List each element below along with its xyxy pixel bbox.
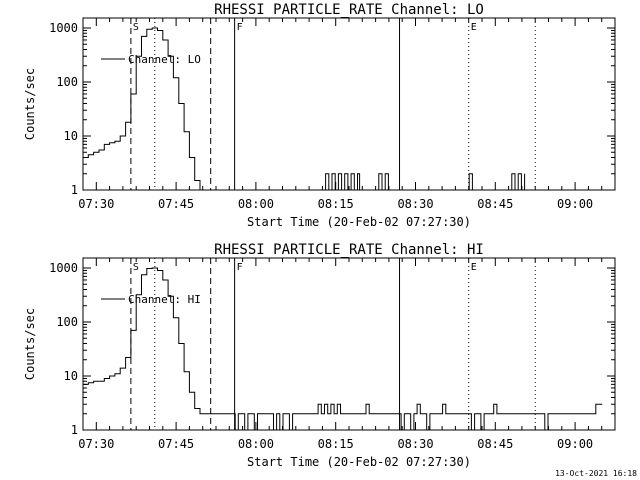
y-tick-label: 10 [64, 129, 78, 143]
x-tick-label: 07:30 [78, 437, 114, 451]
chart-title: RHESSI PARTICLE_RATE Channel: LO [214, 2, 484, 18]
legend-label: Channel: LO [128, 53, 201, 66]
y-tick-label: 1 [71, 423, 78, 437]
timestamp-stamp: 13-Oct-2021 16:18 [555, 469, 637, 478]
event-marker-label: E [471, 22, 477, 33]
series-line [83, 267, 603, 431]
event-marker-label: E [471, 262, 477, 273]
series-line [83, 27, 526, 191]
x-tick-label: 08:45 [477, 437, 513, 451]
event-marker-label: F [237, 22, 243, 33]
y-axis-label: Counts/sec [23, 308, 37, 380]
x-tick-label: 07:30 [78, 197, 114, 211]
x-tick-label: 08:15 [318, 197, 354, 211]
x-tick-label: 08:15 [318, 437, 354, 451]
chart-title: RHESSI PARTICLE_RATE Channel: HI [214, 242, 484, 258]
x-tick-label: 07:45 [158, 197, 194, 211]
y-tick-label: 100 [56, 315, 78, 329]
x-tick-label: 08:30 [397, 197, 433, 211]
plot-frame [82, 17, 616, 191]
plot-frame [82, 257, 616, 431]
event-marker-label: S [133, 262, 139, 273]
x-tick-label: 09:00 [557, 197, 593, 211]
y-tick-label: 10 [64, 369, 78, 383]
x-tick-label: 07:45 [158, 437, 194, 451]
x-tick-label: 08:00 [238, 197, 274, 211]
y-tick-label: 1000 [49, 261, 78, 275]
x-tick-label: 08:45 [477, 197, 513, 211]
x-axis-label: Start Time (20-Feb-02 07:27:30) [247, 455, 471, 469]
x-tick-label: 09:00 [557, 437, 593, 451]
y-tick-label: 1000 [49, 21, 78, 35]
hi-channel-panel: RHESSI PARTICLE_RATE Channel: HI Counts/s… [23, 242, 616, 469]
lo-channel-panel: RHESSI PARTICLE_RATE Channel: LO Counts/s… [23, 2, 616, 229]
x-tick-label: 08:00 [238, 437, 274, 451]
event-marker-label: F [237, 262, 243, 273]
y-axis-label: Counts/sec [23, 68, 37, 140]
y-tick-label: 100 [56, 75, 78, 89]
event-marker-label: S [133, 22, 139, 33]
y-tick-label: 1 [71, 183, 78, 197]
x-tick-label: 08:30 [397, 437, 433, 451]
x-axis-label: Start Time (20-Feb-02 07:27:30) [247, 215, 471, 229]
legend-label: Channel: HI [128, 293, 201, 306]
